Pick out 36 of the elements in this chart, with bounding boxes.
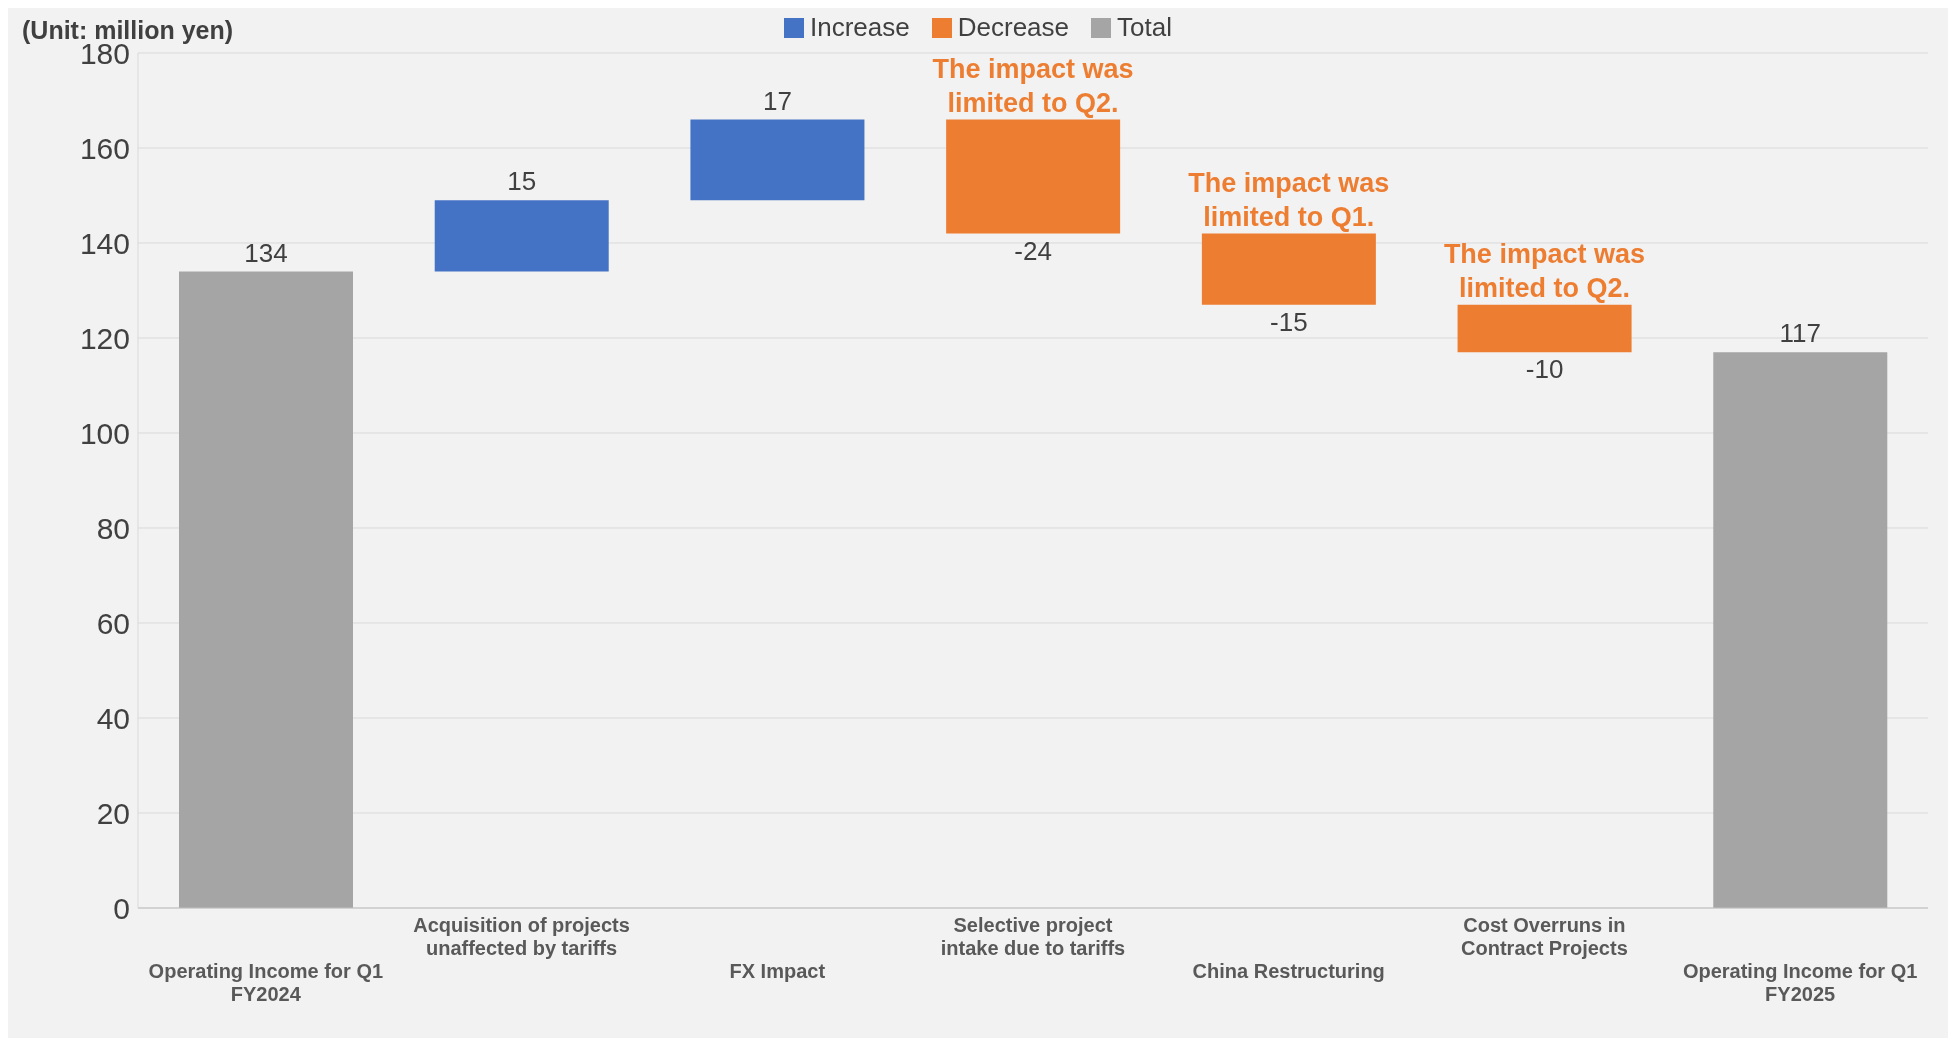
bar xyxy=(1457,304,1632,353)
y-tick-label: 100 xyxy=(79,416,130,450)
bar xyxy=(1713,352,1888,908)
annotation: The impact was limited to Q2. xyxy=(932,53,1134,118)
data-label: 17 xyxy=(762,85,792,116)
data-label: -24 xyxy=(1014,235,1052,266)
legend-label: Increase xyxy=(810,12,910,43)
bar xyxy=(179,271,353,908)
y-tick-label: 0 xyxy=(113,891,130,925)
annotation: The impact was limited to Q2. xyxy=(1443,238,1645,303)
bar xyxy=(690,119,865,201)
x-tick-label: FX Impact xyxy=(729,960,826,982)
bar xyxy=(434,200,609,272)
x-tick-label: Cost Overruns in Contract Projects xyxy=(1461,914,1628,959)
y-tick-label: 40 xyxy=(96,701,130,735)
x-tick-label: Acquisition of projects unaffected by tariffs xyxy=(413,914,630,959)
y-tick-label: 80 xyxy=(96,511,130,545)
y-tick-label: 160 xyxy=(79,131,130,165)
x-tick-label: Operating Income for Q1 FY2025 xyxy=(1682,960,1918,1005)
data-label: -15 xyxy=(1270,306,1308,337)
data-label: 117 xyxy=(1779,318,1822,349)
legend-label: Decrease xyxy=(957,12,1070,43)
x-tick-label: Operating Income for Q1 FY2024 xyxy=(148,960,384,1005)
y-tick-label: 120 xyxy=(79,321,130,355)
annotation: The impact was limited to Q1. xyxy=(1188,167,1390,232)
y-tick-label: 20 xyxy=(96,796,130,830)
y-tick-label: 140 xyxy=(79,226,130,260)
data-label: 134 xyxy=(244,237,288,268)
x-tick-label: Selective project intake due to tariffs xyxy=(940,914,1126,959)
y-tick-label: 60 xyxy=(96,606,130,640)
bar xyxy=(946,119,1121,234)
x-tick-label: China Restructuring xyxy=(1192,960,1385,982)
bar xyxy=(1201,233,1376,305)
data-label: 15 xyxy=(507,166,537,197)
data-label: -10 xyxy=(1525,354,1564,385)
legend-label: Total xyxy=(1117,12,1172,43)
